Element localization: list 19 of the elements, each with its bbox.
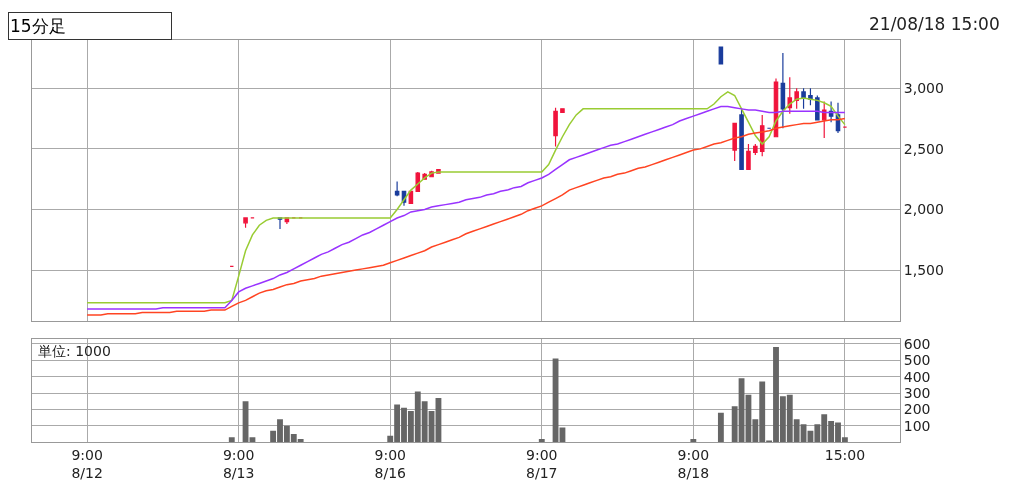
y-tick-label: 2,000 — [903, 201, 944, 218]
y-tick-label: 600 — [903, 335, 931, 352]
x-tick-label: 9:00 8/18 — [677, 447, 710, 481]
text: 15分足 — [10, 16, 66, 36]
annotation: 単位: 1000 — [38, 343, 111, 359]
y-tick-label: 3,000 — [903, 80, 944, 97]
y-tick-label: 2,500 — [903, 140, 944, 157]
text: 21/08/18 15:00 — [869, 14, 1000, 34]
x-tick-label: 9:00 8/17 — [526, 447, 558, 481]
x-tick-label: 9:00 8/16 — [374, 447, 407, 481]
y-tick-label: 400 — [903, 368, 931, 385]
y-tick-label: 100 — [903, 417, 931, 434]
y-tick-label: 300 — [903, 384, 931, 401]
x-tick-label: 15:00 — [824, 447, 866, 464]
x-tick-label: 9:00 8/13 — [222, 447, 255, 481]
y-tick-label: 1,500 — [903, 261, 944, 278]
y-tick-label: 500 — [903, 352, 931, 369]
x-tick-label: 9:00 8/12 — [71, 447, 103, 481]
y-tick-label: 200 — [903, 401, 931, 418]
